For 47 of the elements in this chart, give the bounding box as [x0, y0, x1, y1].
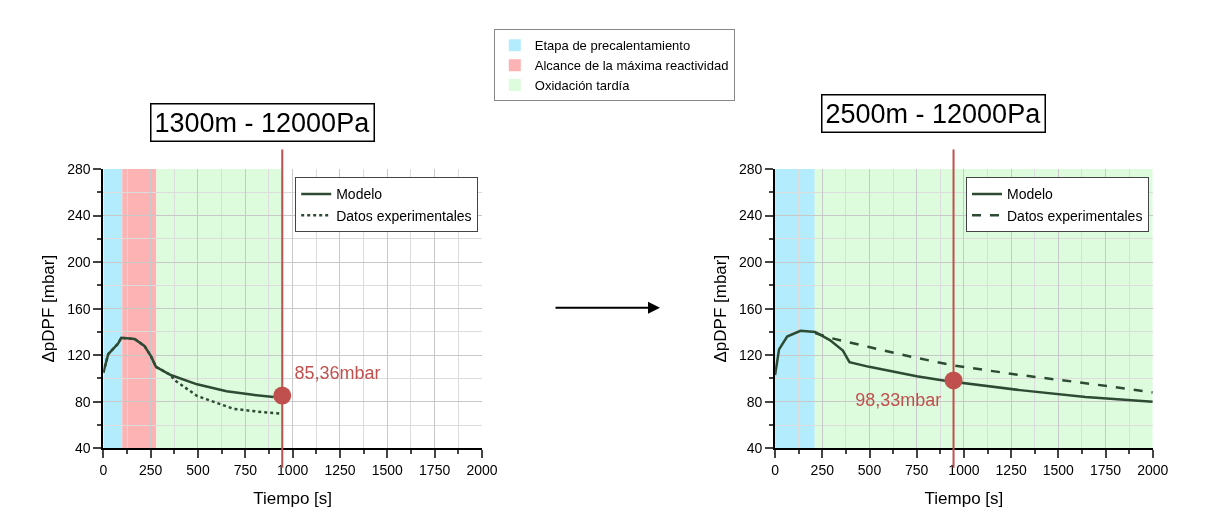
- y-tick-label: 80: [746, 393, 763, 410]
- y-tick-label: 160: [738, 300, 763, 317]
- legend-label: Datos experimentales: [336, 207, 472, 224]
- y-tick-label: 160: [67, 300, 91, 317]
- y-tick-label: 80: [74, 393, 91, 410]
- x-tick-label: 1000: [277, 462, 309, 479]
- y-tick-label: 240: [738, 207, 763, 224]
- y-tick-label: 280: [67, 160, 91, 177]
- x-tick-label: 0: [771, 462, 780, 479]
- y-tick-label: 40: [746, 440, 763, 457]
- legend-label: Modelo: [1006, 186, 1054, 203]
- y-axis-title: ΔpDPF [mbar]: [710, 254, 730, 363]
- y-axis-title: ΔpDPF [mbar]: [39, 254, 59, 363]
- x-tick-label: 0: [99, 462, 108, 479]
- x-tick-label: 500: [186, 462, 210, 479]
- y-tick-label: 200: [738, 254, 763, 271]
- x-tick-label: 750: [233, 462, 258, 479]
- chart-title: 2500m - 12000Pa: [825, 98, 1042, 129]
- y-tick-label: 120: [67, 347, 91, 364]
- x-tick-label: 1750: [1089, 462, 1122, 479]
- x-tick-label: 250: [138, 462, 163, 479]
- y-tick-label: 200: [67, 254, 91, 271]
- data-label: 85,36mbar: [294, 362, 381, 383]
- x-tick-label: 1750: [419, 462, 451, 479]
- legend-label: Datos experimentales: [1006, 207, 1143, 224]
- x-tick-label: 750: [905, 462, 929, 479]
- x-tick-label: 1250: [995, 462, 1027, 479]
- legend-label: Alcance de la máxima reactividad: [534, 58, 729, 74]
- legend-label: Etapa de precalentamiento: [534, 38, 691, 54]
- y-tick-label: 120: [738, 347, 763, 364]
- y-tick-label: 240: [67, 207, 91, 224]
- legend-label: Oxidación tardía: [534, 78, 631, 94]
- y-tick-label: 40: [74, 440, 91, 457]
- x-tick-label: 1500: [1042, 462, 1075, 479]
- x-tick-label: 1250: [324, 462, 356, 479]
- data-label: 98,33mbar: [855, 390, 942, 411]
- x-tick-label: 2000: [1137, 462, 1169, 479]
- x-axis-title: Tiempo [s]: [253, 489, 333, 509]
- x-tick-label: 1500: [371, 462, 404, 479]
- x-tick-label: 2000: [466, 462, 498, 479]
- chart-title: 1300m - 12000Pa: [154, 107, 371, 138]
- x-tick-label: 1000: [948, 462, 980, 479]
- x-axis-title: Tiempo [s]: [924, 489, 1004, 509]
- legend-label: Modelo: [336, 186, 383, 203]
- x-tick-label: 500: [857, 462, 882, 479]
- x-tick-label: 250: [810, 462, 835, 479]
- y-tick-label: 280: [738, 160, 763, 177]
